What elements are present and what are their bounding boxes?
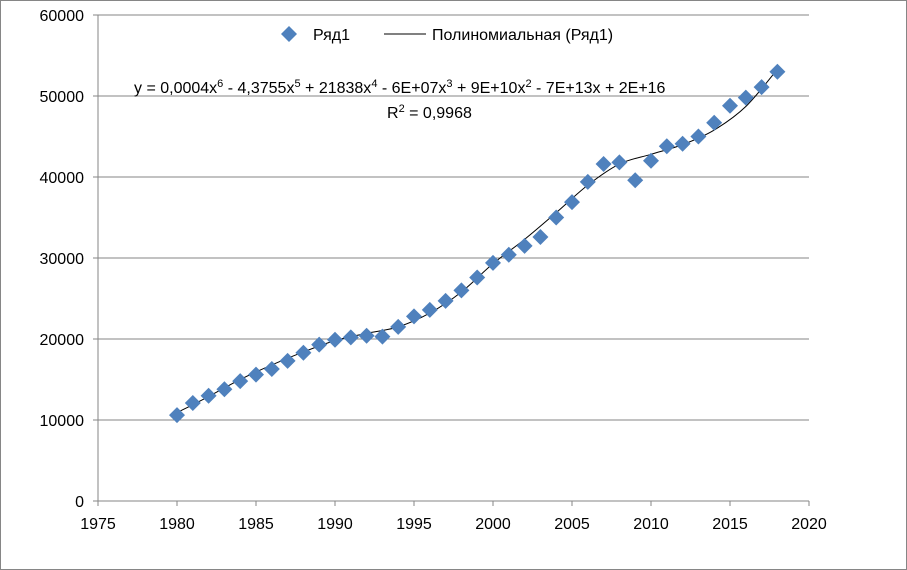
- data-point-2015: [722, 97, 738, 114]
- x-tick-label: 1980: [159, 516, 195, 533]
- data-point-2004: [548, 209, 565, 226]
- data-point-1988: [295, 344, 312, 361]
- data-point-1983: [216, 381, 233, 398]
- data-point-2007: [595, 156, 612, 173]
- equation-part: + 9E+10x: [453, 80, 526, 97]
- data-point-1982: [200, 387, 217, 404]
- legend-marker-series1: [281, 26, 297, 42]
- r-squared-part: = 0,9968: [405, 105, 472, 122]
- data-point-1990: [327, 331, 343, 348]
- r-squared-label: R2 = 0,9968: [387, 103, 472, 122]
- x-tick-label: 2020: [791, 516, 827, 533]
- data-point-1993: [374, 328, 391, 345]
- equation-part: - 7E+13x + 2E+16: [532, 80, 666, 97]
- equation-exponent: 3: [446, 78, 452, 90]
- data-point-2009: [627, 172, 644, 189]
- data-point-2011: [658, 138, 675, 155]
- y-tick-label: 40000: [40, 170, 85, 187]
- equation-part: + 21838x: [301, 80, 372, 97]
- data-point-1991: [342, 329, 359, 346]
- data-point-1985: [248, 366, 264, 383]
- data-point-1981: [184, 394, 201, 411]
- r-squared-exponent: 2: [399, 103, 405, 115]
- equation-exponent: 4: [371, 78, 377, 90]
- data-point-2013: [690, 128, 707, 145]
- r-squared-part: R: [387, 105, 399, 122]
- equation-exponent: 2: [525, 78, 531, 90]
- trendline-equation: y = 0,0004x6 - 4,3755x5 + 21838x4 - 6E+0…: [134, 78, 666, 97]
- data-point-1996: [421, 301, 438, 318]
- legend-label-trendline: Полиномиальная (Ряд1): [432, 27, 613, 44]
- y-tick-label: 60000: [40, 8, 85, 25]
- x-tick-label: 2005: [554, 516, 590, 533]
- equation-exponent: 6: [217, 78, 223, 90]
- data-point-1984: [232, 373, 249, 390]
- y-tick-label: 10000: [40, 413, 85, 430]
- data-point-2002: [516, 237, 533, 254]
- data-point-1980: [169, 407, 185, 424]
- data-point-1992: [358, 327, 375, 344]
- x-tick-label: 2015: [712, 516, 748, 533]
- equation-part: - 4,3755x: [223, 80, 294, 97]
- data-point-2014: [706, 114, 723, 131]
- legend-label-series1: Ряд1: [313, 27, 350, 44]
- x-tick-label: 2000: [475, 516, 511, 533]
- data-point-2000: [485, 254, 501, 271]
- axes: 0 10000 20000 30000 40000 50000 60000 1975 1980 1…: [40, 8, 827, 533]
- equation-exponent: 5: [294, 78, 300, 90]
- trendline-path: [176, 68, 778, 414]
- y-tick-label: 30000: [40, 251, 85, 268]
- data-point-1995: [406, 308, 422, 325]
- y-tick-label: 20000: [40, 332, 85, 349]
- y-tick-label: 0: [75, 494, 84, 511]
- data-point-2008: [611, 154, 628, 171]
- equation-part: - 6E+07x: [377, 80, 446, 97]
- data-point-2017: [753, 79, 770, 96]
- data-point-2001: [500, 246, 517, 263]
- legend: Ряд1 Полиномиальная (Ряд1): [281, 26, 613, 44]
- trendline-layer: [176, 68, 778, 414]
- x-tick-label: 1995: [396, 516, 432, 533]
- data-point-2005: [564, 194, 580, 211]
- data-point-1989: [311, 336, 328, 353]
- data-point-1994: [390, 318, 407, 335]
- data-point-2010: [643, 152, 659, 169]
- data-point-2016: [737, 89, 754, 106]
- x-tick-label: 2010: [633, 516, 669, 533]
- x-tick-label: 1990: [317, 516, 353, 533]
- data-point-2006: [579, 173, 596, 190]
- x-tick-label: 1975: [80, 516, 116, 533]
- data-point-2003: [532, 228, 549, 245]
- data-point-1987: [279, 352, 296, 369]
- data-point-1997: [437, 292, 454, 309]
- data-points: [169, 63, 786, 424]
- y-tick-label: 50000: [40, 89, 85, 106]
- data-point-2018: [769, 63, 786, 80]
- data-point-1999: [469, 269, 486, 286]
- gridlines: [98, 14, 809, 421]
- equation-part: y = 0,0004x: [134, 80, 217, 97]
- data-point-1998: [453, 282, 470, 299]
- data-point-2012: [674, 135, 691, 152]
- data-point-1986: [263, 360, 280, 377]
- x-tick-label: 1985: [238, 516, 274, 533]
